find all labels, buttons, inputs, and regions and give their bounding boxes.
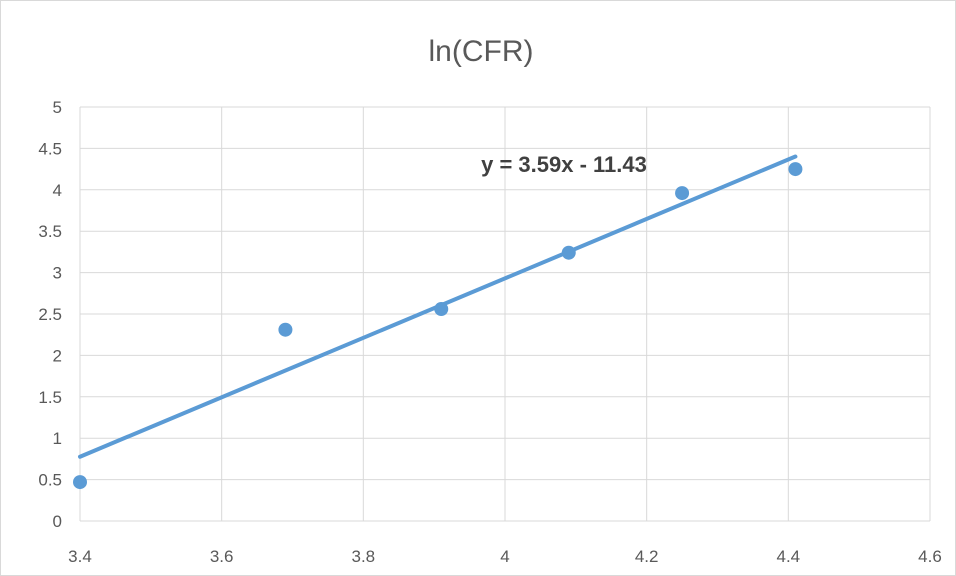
data-points [73, 162, 803, 490]
y-tick-label: 0 [53, 512, 62, 531]
x-tick-label: 4.2 [635, 547, 659, 566]
y-tick-label: 1 [53, 429, 62, 448]
data-point [788, 162, 803, 177]
data-point [675, 186, 690, 201]
x-tick-label: 3.6 [210, 547, 234, 566]
gridlines [79, 106, 931, 522]
trendline-equation: y = 3.59x - 11.43 [481, 152, 647, 177]
y-tick-label: 4.5 [38, 139, 62, 158]
chart-title: ln(CFR) [429, 35, 534, 68]
y-tick-label: 3.5 [38, 222, 62, 241]
x-tick-label: 3.4 [68, 547, 92, 566]
axes: 0 0.5 1 1.5 2 2.5 3 3.5 4 4.5 5 3.4 3.6 3.8 4 4.2 4.4 4.6 [38, 98, 941, 566]
data-point [434, 302, 449, 317]
x-tick-label: 3.8 [352, 547, 376, 566]
data-point [73, 475, 87, 490]
y-tick-label: 0.5 [38, 471, 62, 490]
y-tick-label: 1.5 [38, 388, 62, 407]
y-tick-label: 5 [53, 98, 62, 117]
data-point [278, 322, 293, 337]
x-tick-label: 4 [500, 547, 509, 566]
data-point [561, 245, 576, 260]
x-tick-label: 4.4 [777, 547, 801, 566]
x-tick-label: 4.6 [918, 547, 942, 566]
y-tick-label: 3 [53, 264, 62, 283]
y-tick-label: 4 [53, 181, 62, 200]
y-tick-label: 2.5 [38, 305, 62, 324]
y-tick-label: 2 [53, 346, 62, 365]
